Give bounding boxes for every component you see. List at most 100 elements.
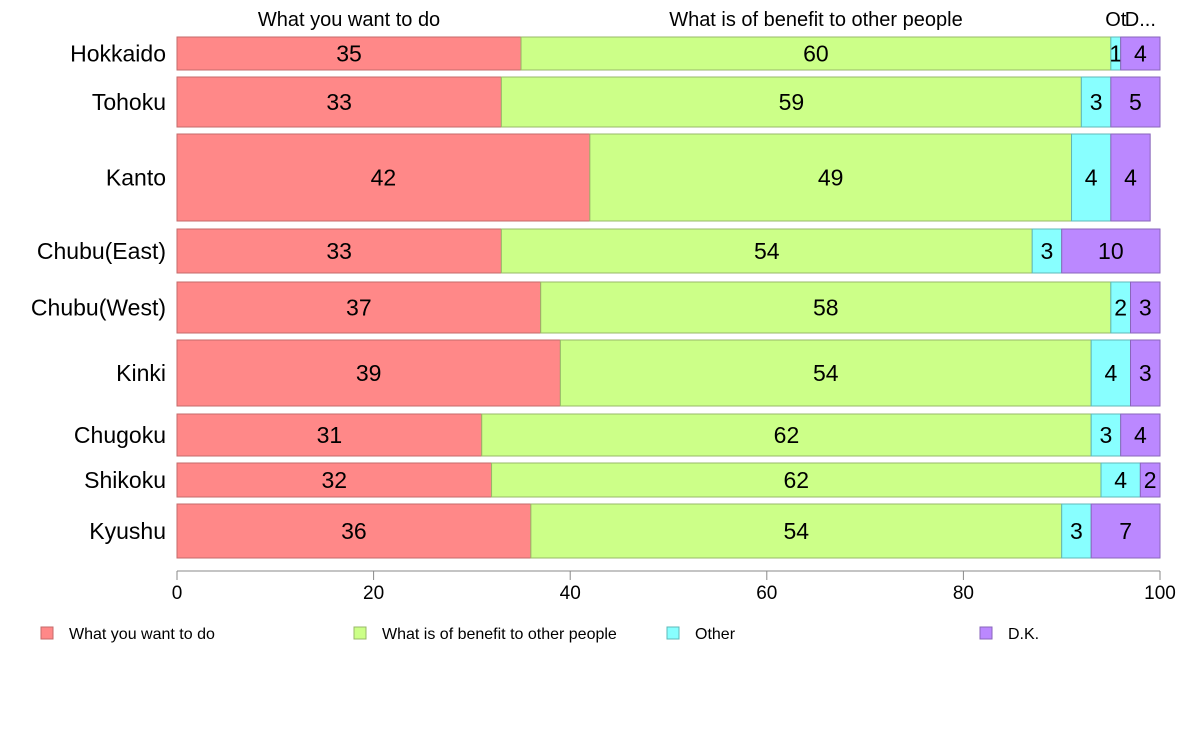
legend-swatch (666, 626, 680, 640)
bar-row-tohoku: 33 59 3 5 (176, 76, 1161, 128)
bar-segment (500, 76, 1082, 128)
data-label: 37 (346, 295, 372, 321)
column-header: D... (1125, 9, 1156, 31)
row-labels: Hokkaido Tohoku Kanto Chubu(East) Chubu(West… (31, 41, 166, 545)
data-label: 3 (1070, 518, 1083, 544)
data-label: 54 (783, 518, 809, 544)
bar-segment (176, 133, 591, 222)
bar-segment (540, 281, 1112, 334)
bar-segment (1090, 503, 1161, 559)
x-axis: 0 20 40 60 80 100 (172, 570, 1176, 604)
data-label: 36 (341, 518, 367, 544)
category-label: Kanto (106, 165, 166, 191)
legend-item: What you want to do (40, 626, 215, 643)
data-label: 49 (818, 165, 844, 191)
data-label: 32 (321, 467, 347, 493)
data-label: 54 (813, 360, 839, 386)
legend-swatch (979, 626, 993, 640)
legend-item: What is of benefit to other people (353, 626, 617, 643)
bar-row-chubu-west: 37 58 2 3 (176, 281, 1161, 334)
bar-segment (500, 228, 1033, 274)
data-label: 3 (1090, 89, 1103, 115)
data-label: 4 (1085, 165, 1098, 191)
data-label: 39 (356, 360, 382, 386)
tick-label: 60 (756, 583, 777, 604)
bar-row-shikoku: 32 62 4 2 (176, 462, 1161, 498)
column-headers: What you want to do What is of benefit to… (258, 9, 1156, 31)
data-label: 4 (1124, 165, 1137, 191)
data-label: 10 (1098, 238, 1124, 264)
bar-row-kanto: 42 49 4 4 (176, 133, 1151, 222)
tick-label: 100 (1144, 583, 1176, 604)
legend-item: Other (666, 626, 736, 643)
tick-label: 80 (953, 583, 974, 604)
data-label: 3 (1100, 422, 1113, 448)
data-label: 3 (1041, 238, 1054, 264)
category-label: Kinki (116, 360, 166, 386)
data-label: 59 (779, 89, 805, 115)
legend-label: What you want to do (69, 626, 215, 643)
legend-label: What is of benefit to other people (382, 626, 617, 643)
data-label: 4 (1134, 41, 1147, 67)
legend-swatch (40, 626, 54, 640)
bar-segment (1090, 413, 1122, 457)
data-label: 7 (1119, 518, 1132, 544)
legend-swatch (353, 626, 367, 640)
bar-row-kinki: 39 54 4 3 (176, 339, 1161, 407)
data-label: 62 (783, 467, 809, 493)
category-label: Kyushu (89, 518, 166, 544)
bar-segment (176, 281, 542, 334)
bar-row-chugoku: 31 62 3 4 (176, 413, 1161, 457)
column-header: Ot (1105, 9, 1127, 31)
data-label: 4 (1114, 467, 1127, 493)
bar-segment (1080, 76, 1112, 128)
bar-segment (176, 76, 502, 128)
data-label: 5 (1129, 89, 1142, 115)
category-label: Tohoku (92, 89, 166, 115)
bar-segment (1110, 133, 1151, 222)
data-label: 4 (1104, 360, 1117, 386)
legend-label: D.K. (1008, 626, 1039, 643)
legend: What you want to do What is of benefit to… (40, 626, 1039, 643)
bar-segment (1120, 36, 1161, 71)
bar-segment (559, 339, 1092, 407)
data-label: 62 (774, 422, 800, 448)
bar-segment (1130, 281, 1161, 334)
data-label: 42 (371, 165, 397, 191)
data-label: 31 (317, 422, 343, 448)
data-label: 3 (1139, 295, 1152, 321)
bar-segment (1120, 413, 1161, 457)
bar-row-kyushu: 36 54 3 7 (176, 503, 1161, 559)
bar-segment (1061, 228, 1161, 274)
tick-label: 20 (363, 583, 384, 604)
data-label: 2 (1144, 467, 1157, 493)
bar-segment (1090, 339, 1132, 407)
data-label: 60 (803, 41, 829, 67)
data-label: 1 (1109, 41, 1122, 67)
bar-segment (520, 36, 1112, 71)
bar-segment (1139, 462, 1161, 498)
bar-row-hokkaido: 35 60 1 4 (176, 36, 1161, 71)
bar-segment (176, 413, 483, 457)
bar-segment (589, 133, 1073, 222)
bar-segment (1110, 76, 1161, 128)
tick-label: 0 (172, 583, 183, 604)
category-label: Chubu(East) (37, 238, 166, 264)
data-label: 35 (336, 41, 362, 67)
data-label: 2 (1114, 295, 1127, 321)
category-label: Chubu(West) (31, 295, 166, 321)
legend-item: D.K. (979, 626, 1039, 643)
bar-segment (530, 503, 1063, 559)
data-label: 3 (1139, 360, 1152, 386)
column-header: What is of benefit to other people (669, 9, 963, 31)
data-label: 4 (1134, 422, 1147, 448)
category-label: Shikoku (84, 467, 166, 493)
data-label: 58 (813, 295, 839, 321)
tick-label: 40 (560, 583, 581, 604)
category-label: Hokkaido (70, 41, 166, 67)
legend-label: Other (695, 626, 736, 643)
data-label: 33 (326, 238, 352, 264)
bar-segment (1100, 462, 1141, 498)
